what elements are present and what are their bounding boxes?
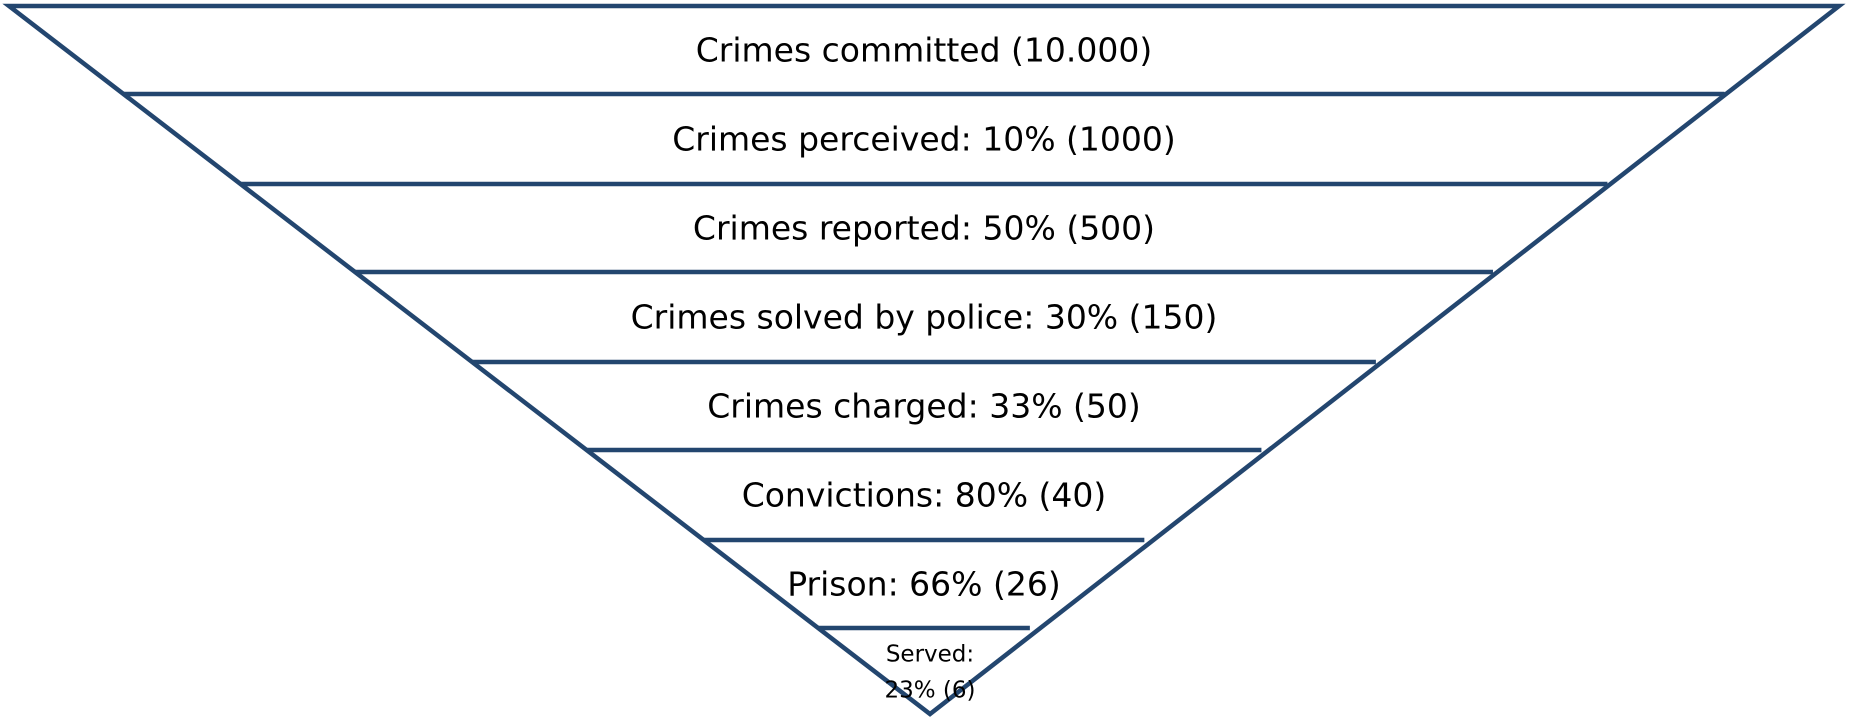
level-label: Convictions: 80% (40): [742, 476, 1107, 515]
level-label: Served:: [886, 642, 974, 668]
level-label: Crimes charged: 33% (50): [707, 387, 1141, 426]
level-label: Prison: 66% (26): [787, 565, 1061, 604]
level-label: 23% (6): [884, 678, 975, 704]
level-label: Crimes reported: 50% (500): [693, 209, 1155, 248]
funnel-outline: [2, 3, 1846, 717]
level-label: Crimes solved by police: 30% (150): [631, 298, 1218, 337]
level-label: Crimes perceived: 10% (1000): [672, 120, 1176, 159]
level-label: Crimes committed (10.000): [696, 31, 1153, 70]
